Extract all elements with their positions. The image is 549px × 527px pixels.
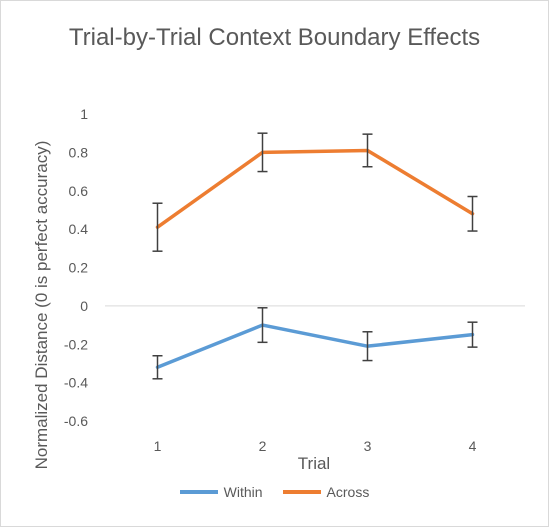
x-tick-label: 4	[469, 438, 477, 454]
y-tick-label: 1	[80, 106, 88, 122]
legend-swatch-across	[282, 490, 321, 494]
series-line-within	[155, 323, 475, 370]
legend: Within Across	[0, 484, 549, 500]
x-axis-title: Trial	[298, 454, 330, 473]
error-bar-across	[257, 132, 268, 173]
x-tick-label: 2	[259, 438, 267, 454]
x-tick-label: 1	[154, 438, 162, 454]
y-tick-label: 0.8	[69, 144, 89, 160]
y-tick-label: 0.4	[69, 221, 89, 237]
error-bar-across	[152, 202, 163, 252]
error-bar-across	[362, 133, 373, 168]
legend-label-within: Within	[223, 484, 263, 500]
y-tick-label: -0.2	[64, 336, 88, 352]
chart-title: Trial-by-Trial Context Boundary Effects	[68, 24, 481, 51]
series-line-across	[155, 148, 475, 229]
error-bar-across	[467, 195, 478, 232]
error-bar-within	[257, 307, 268, 344]
x-tick-label: 3	[364, 438, 372, 454]
y-tick-label: -0.6	[64, 413, 88, 429]
y-tick-label: 0	[80, 298, 88, 314]
y-tick-label: -0.4	[64, 375, 88, 391]
y-tick-label: 0.6	[69, 183, 89, 199]
y-tick-label: 0.2	[69, 260, 89, 276]
legend-swatch-within	[179, 490, 218, 494]
legend-label-across: Across	[326, 484, 370, 500]
legend-item-across: Across	[282, 484, 370, 500]
error-bar-within	[152, 355, 163, 380]
error-bar-within	[362, 331, 373, 362]
legend-item-within: Within	[179, 484, 263, 500]
y-axis-title: Normalized Distance (0 is perfect accura…	[32, 141, 51, 470]
error-bar-within	[467, 321, 478, 348]
